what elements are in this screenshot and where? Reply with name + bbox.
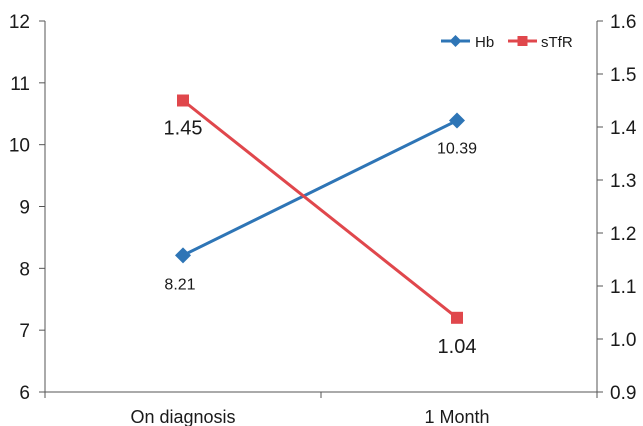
category-label: 1 Month bbox=[424, 407, 489, 426]
left-tick-label: 8 bbox=[19, 259, 30, 280]
right-tick-label: 1.4 bbox=[610, 118, 637, 139]
hb-point-marker bbox=[449, 112, 465, 129]
left-tick-label: 9 bbox=[19, 198, 30, 219]
stfr-legend-marker bbox=[517, 36, 528, 46]
right-tick-label: 1.1 bbox=[610, 277, 636, 298]
series-group: 8.21 10.39 1.45 1.04 bbox=[164, 94, 477, 358]
left-tick-label: 7 bbox=[19, 321, 30, 342]
stfr-point-marker bbox=[451, 311, 463, 324]
hb-legend-label: Hb bbox=[475, 34, 494, 51]
right-tick-label: 0.9 bbox=[610, 383, 636, 404]
hb-data-label: 10.39 bbox=[437, 141, 477, 158]
right-tick-label: 1.5 bbox=[610, 65, 636, 86]
hb-point-marker bbox=[175, 247, 191, 264]
right-tick-label: 1.0 bbox=[610, 330, 636, 351]
left-tick-label: 10 bbox=[9, 136, 30, 157]
category-labels: On diagnosis 1 Month bbox=[130, 407, 489, 426]
left-axis-ticks: 6 7 8 9 10 11 12 bbox=[9, 12, 45, 404]
stfr-data-label: 1.45 bbox=[164, 118, 203, 140]
stfr-point-marker bbox=[177, 94, 189, 107]
hb-data-label: 8.21 bbox=[164, 276, 195, 293]
category-label: On diagnosis bbox=[130, 407, 235, 426]
hb-legend-marker bbox=[449, 35, 462, 47]
stfr-series-line bbox=[182, 99, 458, 319]
right-tick-label: 1.3 bbox=[610, 171, 636, 192]
stfr-data-label: 1.04 bbox=[438, 336, 477, 358]
right-tick-label: 1.2 bbox=[610, 224, 636, 245]
right-axis-ticks: 0.9 1.0 1.1 1.2 1.3 1.4 1.5 1.6 bbox=[597, 12, 637, 404]
hb-series-line bbox=[182, 119, 458, 257]
left-tick-label: 6 bbox=[19, 383, 30, 404]
legend: Hb sTfR bbox=[441, 34, 573, 51]
left-tick-label: 12 bbox=[9, 12, 30, 33]
left-tick-label: 11 bbox=[10, 74, 30, 95]
right-tick-label: 1.6 bbox=[610, 12, 636, 33]
stfr-legend-label: sTfR bbox=[541, 34, 573, 51]
